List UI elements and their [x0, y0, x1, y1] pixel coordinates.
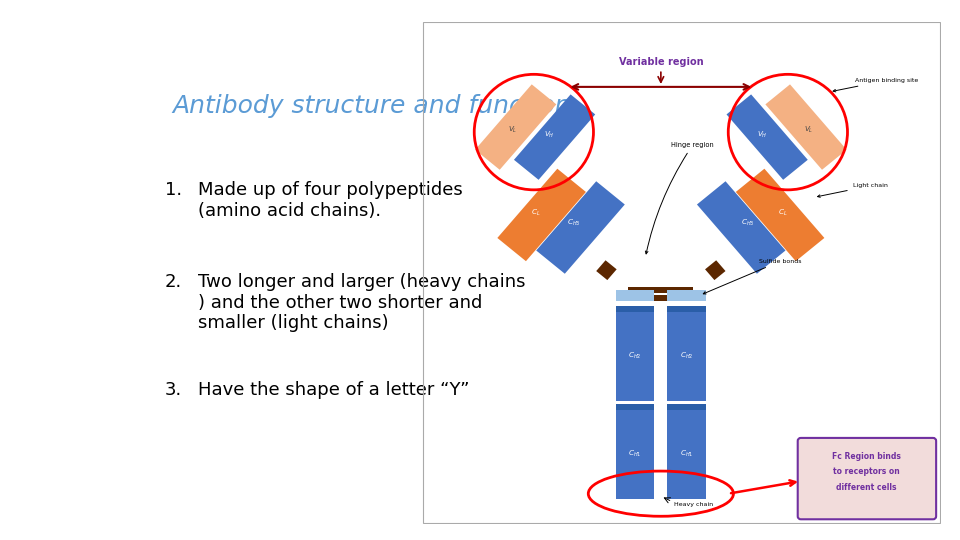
Bar: [629, 295, 693, 301]
Bar: [537, 181, 625, 274]
Text: $V_L$: $V_L$: [509, 125, 517, 134]
Bar: [765, 84, 847, 170]
Bar: [615, 310, 655, 401]
Bar: [667, 404, 707, 410]
Text: different cells: different cells: [836, 483, 897, 492]
Bar: [667, 310, 707, 401]
Bar: [667, 306, 707, 312]
Text: 3.: 3.: [165, 381, 181, 399]
Bar: [727, 94, 807, 180]
Text: to receptors on: to receptors on: [833, 467, 900, 476]
Bar: [497, 168, 586, 261]
Bar: [615, 306, 655, 312]
Text: Variable region: Variable region: [618, 57, 703, 67]
Text: $C_{H1}$: $C_{H1}$: [628, 448, 641, 458]
Text: Hinge region: Hinge region: [645, 142, 714, 254]
Bar: [705, 260, 726, 280]
Bar: [615, 290, 655, 301]
Text: Heavy chain: Heavy chain: [674, 502, 713, 507]
Text: $C_{H1}$: $C_{H1}$: [680, 448, 693, 458]
Text: 1.: 1.: [165, 181, 181, 199]
Bar: [667, 408, 707, 499]
Text: Two longer and larger (heavy chains
) and the other two shorter and
smaller (lig: Two longer and larger (heavy chains ) an…: [198, 273, 526, 332]
Text: $V_H$: $V_H$: [756, 130, 767, 140]
Text: 2.: 2.: [165, 273, 181, 291]
Bar: [697, 181, 785, 274]
Text: Sulfide bonds: Sulfide bonds: [704, 259, 802, 294]
Text: $C_{H2}$: $C_{H2}$: [680, 350, 693, 361]
FancyBboxPatch shape: [798, 438, 936, 519]
Bar: [667, 290, 707, 301]
Bar: [615, 408, 655, 499]
Text: $C_L$: $C_L$: [778, 207, 787, 218]
Text: Fc Region binds: Fc Region binds: [832, 451, 901, 461]
Bar: [596, 260, 616, 280]
Text: $C_{H3}$: $C_{H3}$: [741, 218, 755, 227]
Text: Antibody structure and function: Antibody structure and function: [172, 94, 570, 118]
Bar: [615, 404, 655, 410]
Text: $V_L$: $V_L$: [804, 125, 813, 134]
Text: Have the shape of a letter “Y”: Have the shape of a letter “Y”: [198, 381, 469, 399]
Text: $C_L$: $C_L$: [531, 207, 540, 218]
Text: $C_{H3}$: $C_{H3}$: [567, 218, 581, 227]
Text: Light chain: Light chain: [818, 183, 888, 197]
Bar: [735, 168, 825, 261]
Text: $V_H$: $V_H$: [544, 130, 555, 140]
Bar: [475, 84, 557, 170]
Bar: [514, 94, 595, 180]
Text: Antigen binding site: Antigen binding site: [833, 78, 919, 92]
Text: Made up of four polypeptides
(amino acid chains).: Made up of four polypeptides (amino acid…: [198, 181, 463, 220]
Bar: [629, 287, 693, 293]
Text: $C_{H2}$: $C_{H2}$: [628, 350, 641, 361]
